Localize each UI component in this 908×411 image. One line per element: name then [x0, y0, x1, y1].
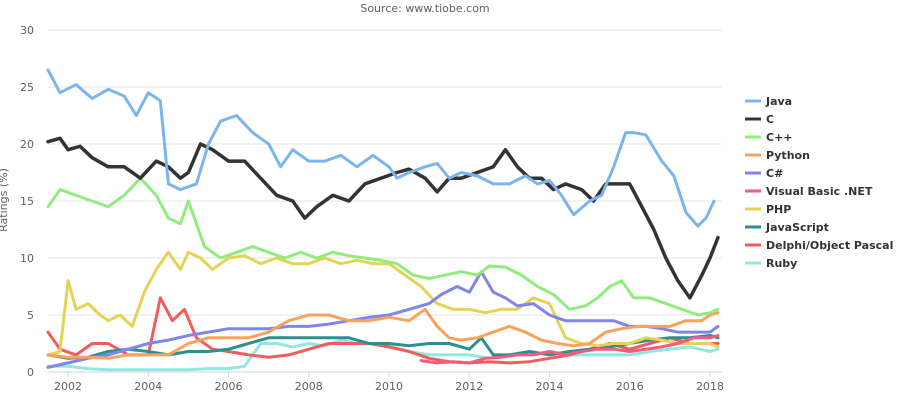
series-line-php[interactable]	[46, 250, 720, 357]
legend-item[interactable]: C	[745, 113, 774, 126]
x-tick-label: 2004	[134, 380, 162, 393]
legend-label: Visual Basic .NET	[766, 185, 873, 198]
x-tick-label: 2006	[215, 380, 243, 393]
y-tick-label: 15	[20, 195, 34, 208]
series-line-c-[interactable]	[46, 270, 720, 369]
y-axis: 0 5 10 15 20 25 30	[20, 24, 34, 379]
x-tick-label: 2002	[54, 380, 82, 393]
y-tick-label: 5	[27, 309, 34, 322]
series-line-visual-basic-net[interactable]	[419, 334, 720, 365]
legend-item[interactable]: C++	[745, 131, 793, 144]
legend: Java C C++ Python C# Visual Basic .NET PHP Java…	[745, 95, 893, 270]
series-lines	[46, 68, 720, 372]
legend-label: JavaScript	[765, 221, 829, 234]
x-tick-label: 2016	[616, 380, 644, 393]
x-tick-label: 2012	[455, 380, 483, 393]
legend-label: PHP	[766, 203, 791, 216]
series-line-c-[interactable]	[46, 176, 720, 317]
legend-item[interactable]: C#	[745, 167, 783, 180]
series-line-java[interactable]	[46, 68, 716, 228]
x-tick-label: 2018	[696, 380, 724, 393]
x-tick-label: 2010	[375, 380, 403, 393]
x-tick-label: 2014	[535, 380, 563, 393]
y-tick-label: 0	[27, 366, 34, 379]
legend-item[interactable]: Python	[745, 149, 810, 162]
legend-item[interactable]: Ruby	[745, 257, 797, 270]
legend-label: Ruby	[766, 257, 797, 270]
legend-item[interactable]: PHP	[745, 203, 791, 216]
legend-item[interactable]: Java	[745, 95, 792, 108]
legend-label: Java	[765, 95, 792, 108]
legend-label: Delphi/Object Pascal	[766, 239, 893, 252]
series-line-python[interactable]	[46, 307, 720, 360]
y-tick-label: 10	[20, 252, 34, 265]
y-axis-title: Ratings (%)	[0, 168, 10, 232]
gridlines	[48, 29, 722, 373]
legend-item[interactable]: Delphi/Object Pascal	[745, 239, 893, 252]
y-tick-label: 25	[20, 81, 34, 94]
y-tick-label: 30	[20, 24, 34, 37]
y-tick-label: 20	[20, 138, 34, 151]
legend-label: C++	[766, 131, 793, 144]
x-axis: 2002 2004 2006 2008 2010 2012 2014 2016 2018	[48, 371, 724, 393]
series-line-c[interactable]	[46, 136, 720, 300]
legend-label: C	[766, 113, 774, 126]
chart-subtitle: Source: www.tiobe.com	[360, 2, 489, 15]
legend-label: Python	[766, 149, 810, 162]
x-tick-label: 2008	[295, 380, 323, 393]
legend-label: C#	[766, 167, 783, 180]
legend-item[interactable]: Visual Basic .NET	[745, 185, 873, 198]
legend-item[interactable]: JavaScript	[745, 221, 829, 234]
